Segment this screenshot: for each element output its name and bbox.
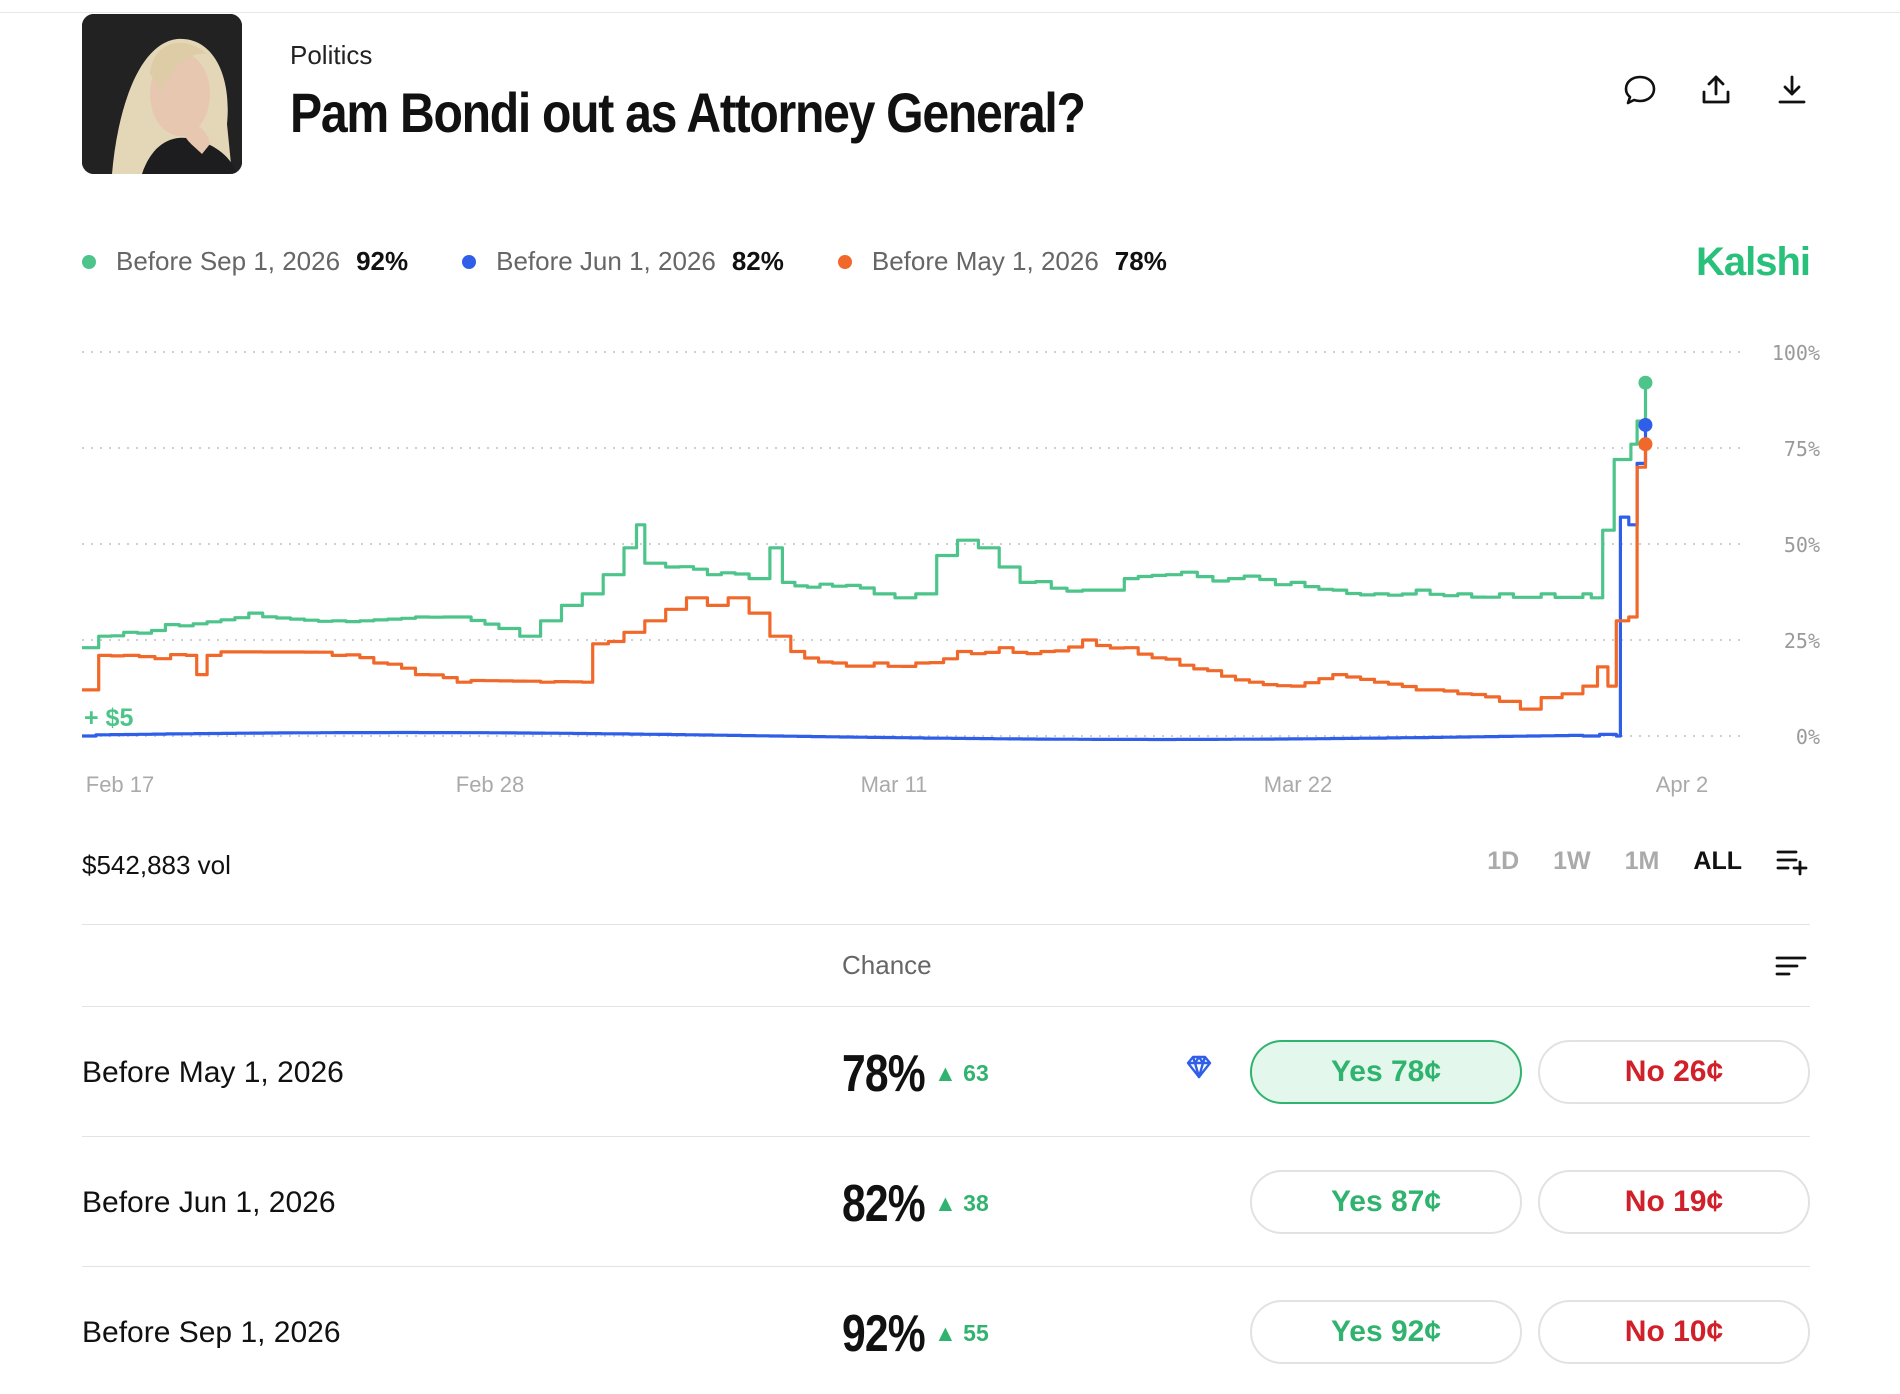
x-tick-label: Feb 28 <box>456 772 525 797</box>
divider <box>82 1006 1810 1007</box>
y-tick-label: 25% <box>1784 629 1820 653</box>
chance-change: ▲ 63 <box>934 1060 989 1086</box>
outcome-row[interactable]: Before May 1, 2026 78% ▲ 63 Yes 78¢ No 2… <box>82 1008 1810 1138</box>
market-avatar <box>82 14 242 174</box>
outcome-label: Before Sep 1, 2026 <box>82 1316 341 1349</box>
outcome-row[interactable]: Before Sep 1, 2026 92% ▲ 55 Yes 92¢ No 1… <box>82 1268 1810 1394</box>
up-arrow-icon: ▲ <box>934 1060 964 1086</box>
time-range-selector: 1D 1W 1M ALL <box>1487 846 1810 876</box>
top-border <box>0 12 1900 13</box>
legend-dot-icon <box>837 254 852 269</box>
market-category[interactable]: Politics <box>290 40 373 70</box>
legend-item: Before Jun 1, 2026 82% <box>462 246 784 277</box>
legend-label: Before Jun 1, 2026 <box>496 246 716 276</box>
y-tick-label: 50% <box>1784 533 1820 557</box>
legend-dot-icon <box>82 254 96 269</box>
series-end-dot <box>1638 417 1653 432</box>
table-header: Chance <box>82 950 1810 982</box>
series-end-dot <box>1638 437 1653 452</box>
legend-label: Before Sep 1, 2026 <box>116 246 341 276</box>
y-tick-label: 100% <box>1772 341 1820 365</box>
market-title: Pam Bondi out as Attorney General? <box>290 81 1086 144</box>
add-to-list-icon[interactable] <box>1776 846 1810 876</box>
outcome-chance: 82% <box>842 1175 926 1233</box>
chance-change: ▲ 55 <box>934 1320 989 1346</box>
outcome-chance: 78% <box>842 1045 926 1103</box>
sort-icon[interactable] <box>1774 950 1810 982</box>
volume-label: $542,883 vol <box>82 850 231 880</box>
share-icon[interactable] <box>1698 72 1734 108</box>
x-tick-label: Mar 11 <box>861 772 928 797</box>
buy-no-button[interactable]: No 10¢ <box>1538 1300 1810 1364</box>
legend-item: Before May 1, 2026 78% <box>837 246 1167 277</box>
gem-icon <box>1184 1052 1214 1082</box>
divider <box>82 1266 1810 1267</box>
buy-yes-button[interactable]: Yes 92¢ <box>1250 1300 1522 1364</box>
legend-item: Before Sep 1, 2026 92% <box>82 246 408 277</box>
chance-header: Chance <box>842 950 932 980</box>
chance-change: ▲ 38 <box>934 1190 989 1216</box>
market-header: Politics Pam Bondi out as Attorney Gener… <box>82 14 1810 174</box>
x-tick-label: Feb 17 <box>86 772 155 797</box>
outcome-label: Before Jun 1, 2026 <box>82 1186 336 1219</box>
divider <box>82 1136 1810 1137</box>
buy-no-button[interactable]: No 19¢ <box>1538 1170 1810 1234</box>
x-tick-label: Apr 2 <box>1656 772 1709 797</box>
series-end-dot <box>1638 375 1653 390</box>
y-tick-label: 75% <box>1784 437 1820 461</box>
header-actions <box>1622 72 1810 108</box>
up-arrow-icon: ▲ <box>934 1320 964 1346</box>
divider <box>82 924 1810 925</box>
buy-yes-button[interactable]: Yes 87¢ <box>1250 1170 1522 1234</box>
legend-value: 78% <box>1114 246 1167 276</box>
range-1w[interactable]: 1W <box>1553 846 1591 875</box>
outcome-row[interactable]: Before Jun 1, 2026 82% ▲ 38 Yes 87¢ No 1… <box>82 1138 1810 1268</box>
buy-yes-button[interactable]: Yes 78¢ <box>1250 1040 1522 1104</box>
outcome-label: Before May 1, 2026 <box>82 1056 344 1089</box>
range-all[interactable]: ALL <box>1693 846 1742 875</box>
range-1d[interactable]: 1D <box>1487 846 1520 875</box>
price-chart: 100% 75% 50% 25% 0% Feb 17 Feb 28 Mar 11 Mar 22 A… <box>82 341 1820 797</box>
range-1m[interactable]: 1M <box>1624 846 1660 875</box>
kalshi-logo: Kalshi <box>1695 240 1811 284</box>
legend-value: 82% <box>731 246 784 276</box>
legend-dot-icon <box>462 254 477 269</box>
y-tick-label: 0% <box>1796 725 1820 749</box>
series-line <box>82 425 1648 742</box>
series-line <box>82 444 1648 711</box>
legend-label: Before May 1, 2026 <box>871 246 1099 276</box>
x-tick-label: Mar 22 <box>1264 772 1332 797</box>
comment-icon[interactable] <box>1622 72 1658 108</box>
up-arrow-icon: ▲ <box>934 1190 964 1216</box>
download-icon[interactable] <box>1774 72 1810 108</box>
position-label: + $5 <box>84 704 133 732</box>
buy-no-button[interactable]: No 26¢ <box>1538 1040 1810 1104</box>
series-line <box>82 382 1648 650</box>
chart-legend: Before Sep 1, 2026 92% Before Jun 1, 2026 8… <box>82 246 1221 277</box>
outcome-chance: 92% <box>842 1305 926 1363</box>
legend-value: 92% <box>356 246 409 276</box>
